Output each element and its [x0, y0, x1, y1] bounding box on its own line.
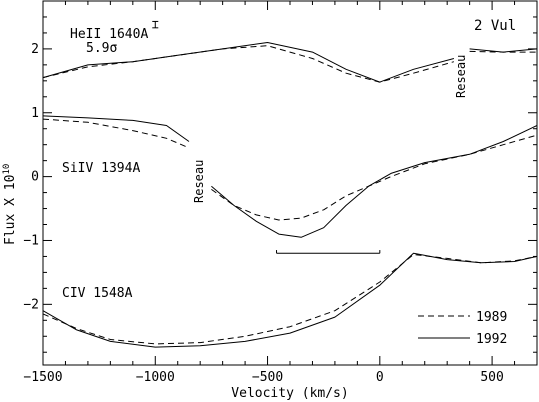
series-1992-panel-1-segment-0 [42, 115, 190, 142]
series-1989-panel-1-segment-1 [211, 134, 538, 221]
x-axis-label: Velocity (km/s) [231, 386, 348, 401]
spectra [42, 42, 538, 348]
axis-ticks: −1500 −1000 −500 0 500 2 1 0 −1 −2 [23, 1, 538, 385]
y-axis-label-exponent: 10 [2, 164, 12, 175]
reseau-label-heii: Reseau [454, 55, 468, 98]
series-1992-panel-1-segment-1 [211, 125, 538, 238]
x-tick-label: 0 [376, 370, 384, 385]
y-tick-label: 0 [31, 170, 39, 185]
heii-label: HeII 1640A [70, 27, 148, 42]
x-tick-label: −1000 [136, 370, 175, 385]
siiv-label: SiIV 1394A [62, 161, 140, 176]
y-axis-label-main: Flux X 10 [3, 175, 18, 245]
legend-label-1989: 1989 [476, 310, 507, 325]
y-tick-label: 1 [31, 106, 39, 121]
x-tick-label: −500 [252, 370, 283, 385]
legend-label-1992: 1992 [476, 332, 507, 347]
series-1992-panel-0-segment-1 [469, 48, 538, 53]
y-axis-label: Flux X 1010 [2, 164, 18, 245]
reseau-label-siiv: Reseau [192, 160, 206, 203]
y-tick-label: −1 [23, 233, 39, 248]
series-1992-panel-0-segment-0 [42, 42, 455, 83]
legend: 1989 1992 [418, 310, 507, 347]
civ-label: CIV 1548A [62, 286, 133, 301]
series-1992-panel-2-segment-0 [42, 252, 538, 348]
significance-label: 5.9σ [86, 41, 117, 56]
y-tick-label: −2 [23, 297, 39, 312]
markers [152, 20, 381, 254]
x-tick-label: 500 [480, 370, 503, 385]
x-tick-label: −1500 [23, 370, 62, 385]
corner-label: 2 Vul [474, 18, 516, 34]
series-1989-panel-1-segment-0 [42, 118, 190, 149]
y-tick-label: 2 [31, 42, 39, 57]
